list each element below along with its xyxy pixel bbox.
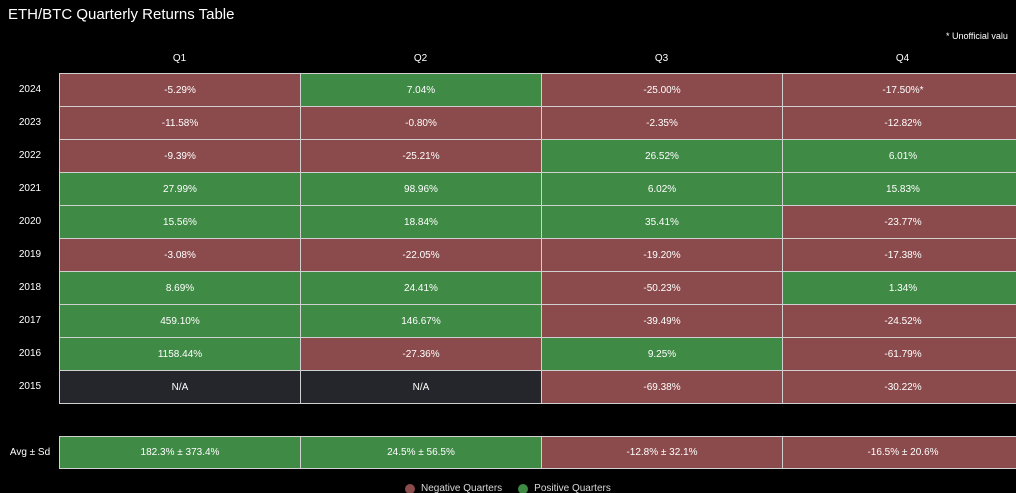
summary-cell: -16.5% ± 20.6%	[782, 436, 1016, 469]
table-cell: -39.49%	[541, 304, 783, 338]
column-header-q3: Q3	[654, 53, 669, 64]
row-label-2021: 2021	[18, 183, 42, 194]
table-cell: -69.38%	[541, 370, 783, 404]
table-cell: -61.79%	[782, 337, 1016, 371]
legend-item-negative: Negative Quarters	[405, 483, 502, 493]
negative-dot-icon	[405, 483, 415, 493]
table-cell: 6.01%	[782, 139, 1016, 173]
table-cell: -17.50%*	[782, 73, 1016, 107]
table-cell: -27.36%	[300, 337, 542, 371]
table-cell: -30.22%	[782, 370, 1016, 404]
table-cell: 27.99%	[59, 172, 301, 206]
legend-negative-label: Negative Quarters	[421, 483, 503, 493]
table-cell: -0.80%	[300, 106, 542, 140]
table-cell: -9.39%	[59, 139, 301, 173]
table-cell: 35.41%	[541, 205, 783, 239]
table-cell: 26.52%	[541, 139, 783, 173]
table-cell: 98.96%	[300, 172, 542, 206]
table-cell: -22.05%	[300, 238, 542, 272]
row-label-2020: 2020	[18, 216, 42, 227]
row-label-2016: 2016	[18, 348, 42, 359]
table-cell: 8.69%	[59, 271, 301, 305]
row-label-2018: 2018	[18, 282, 42, 293]
summary-cell: 24.5% ± 56.5%	[300, 436, 542, 469]
table-cell: 9.25%	[541, 337, 783, 371]
table-cell: -19.20%	[541, 238, 783, 272]
table-cell: -25.21%	[300, 139, 542, 173]
table-cell: -17.38%	[782, 238, 1016, 272]
legend-positive-label: Positive Quarters	[534, 483, 611, 493]
row-label-2015: 2015	[18, 381, 42, 392]
row-label-2017: 2017	[18, 315, 42, 326]
row-label-2024: 2024	[18, 84, 42, 95]
row-label-2023: 2023	[18, 117, 42, 128]
column-header-q2: Q2	[413, 53, 428, 64]
column-header-q1: Q1	[172, 53, 187, 64]
table-cell: 15.83%	[782, 172, 1016, 206]
legend-item-positive: Positive Quarters	[518, 483, 611, 493]
table-cell: 7.04%	[300, 73, 542, 107]
table-cell: -24.52%	[782, 304, 1016, 338]
table-cell: 24.41%	[300, 271, 542, 305]
table-cell: -25.00%	[541, 73, 783, 107]
table-cell: -5.29%	[59, 73, 301, 107]
table-cell: 146.67%	[300, 304, 542, 338]
table-cell: N/A	[59, 370, 301, 404]
row-label-2022: 2022	[18, 150, 42, 161]
positive-dot-icon	[518, 483, 529, 493]
column-header-q4: Q4	[895, 53, 910, 64]
table-cell: -3.08%	[59, 238, 301, 272]
legend: Negative Quarters Positive Quarters	[405, 483, 627, 493]
summary-row-label: Avg ± Sd	[9, 447, 51, 458]
unofficial-note: * Unofficial valu	[946, 31, 1008, 41]
row-label-2019: 2019	[18, 249, 42, 260]
table-title: ETH/BTC Quarterly Returns Table	[8, 6, 235, 23]
table-cell: -2.35%	[541, 106, 783, 140]
table-cell: 1158.44%	[59, 337, 301, 371]
table-cell: -50.23%	[541, 271, 783, 305]
table-cell: 6.02%	[541, 172, 783, 206]
table-cell: -12.82%	[782, 106, 1016, 140]
table-cell: 1.34%	[782, 271, 1016, 305]
summary-cell: -12.8% ± 32.1%	[541, 436, 783, 469]
table-cell: 15.56%	[59, 205, 301, 239]
table-cell: -23.77%	[782, 205, 1016, 239]
table-cell: -11.58%	[59, 106, 301, 140]
table-cell: N/A	[300, 370, 542, 404]
table-cell: 18.84%	[300, 205, 542, 239]
summary-cell: 182.3% ± 373.4%	[59, 436, 301, 469]
table-cell: 459.10%	[59, 304, 301, 338]
